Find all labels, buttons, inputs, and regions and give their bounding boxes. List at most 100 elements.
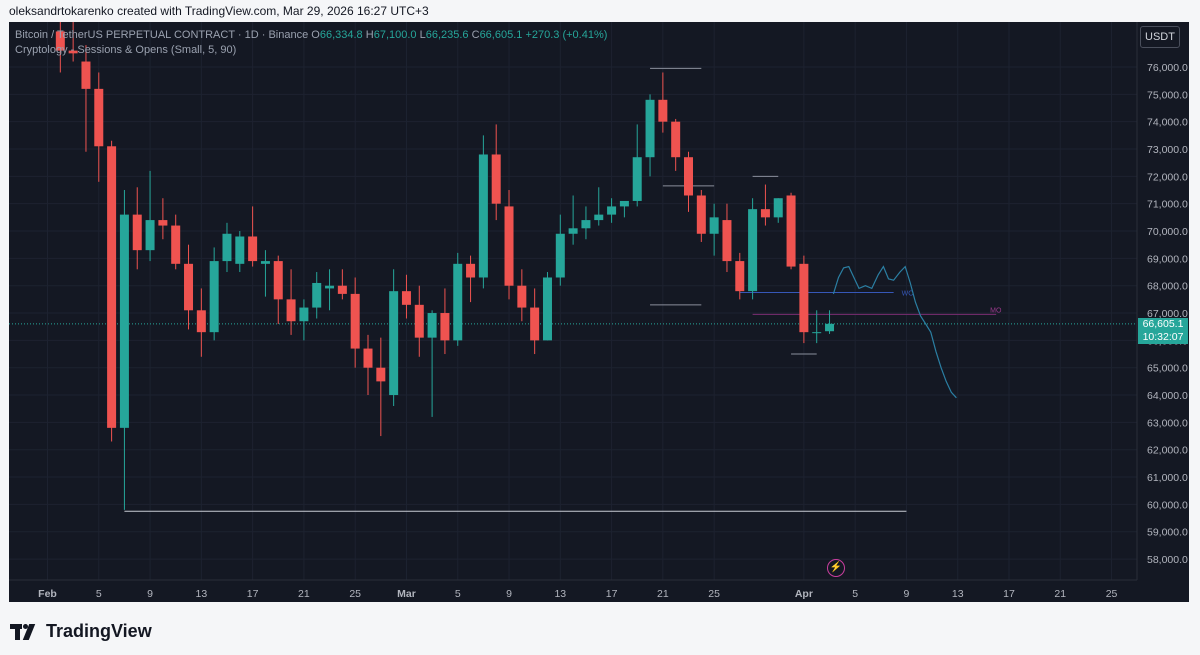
header-bar: oleksandrtokarenko created with TradingV… <box>0 0 1200 22</box>
candle-body <box>645 99 655 158</box>
price-tick-label: 76,000.0 <box>1147 62 1188 74</box>
change-value: +270.3 (+0.41%) <box>525 29 608 41</box>
candle-body <box>607 206 617 215</box>
candle-body <box>786 195 796 267</box>
time-tick-label: 9 <box>904 588 910 600</box>
tradingview-logo[interactable]: TradingView <box>10 621 152 642</box>
candle-body <box>325 285 335 289</box>
candle-body <box>260 261 270 264</box>
candle-body <box>594 214 604 221</box>
open-label: O <box>311 29 320 41</box>
candle-body <box>299 307 309 322</box>
last-price-tag: 66,605.1 10:32:07 <box>1138 317 1188 344</box>
candle-body <box>709 217 719 234</box>
candle-body <box>658 99 668 122</box>
currency-button[interactable]: USDT <box>1140 26 1180 48</box>
chart-panel[interactable]: WO MO 58,000.0 59,000.0 60,000.0 61,000.0 62,0… <box>9 22 1189 602</box>
candle-body <box>504 206 514 286</box>
low-value: 66,235.6 <box>425 29 469 41</box>
candle-body <box>389 291 399 396</box>
candle-body <box>414 304 424 338</box>
candle-body <box>337 285 347 294</box>
time-tick-label: 17 <box>606 588 618 600</box>
candle-body <box>555 233 565 278</box>
candle-body <box>184 263 194 311</box>
time-tick-label: 5 <box>852 588 858 600</box>
candle-body <box>517 285 527 308</box>
candle-body <box>55 31 65 51</box>
candle-body <box>235 236 245 264</box>
candle-body <box>107 146 117 428</box>
candle-body <box>273 261 283 300</box>
high-label: H <box>365 29 374 41</box>
time-tick-label: 9 <box>506 588 512 600</box>
projection-path <box>832 265 957 399</box>
time-tick-label: 17 <box>1003 588 1015 600</box>
price-tick-label: 60,000.0 <box>1147 499 1188 511</box>
candle-body <box>760 209 770 218</box>
candle-body <box>145 220 155 251</box>
candle-body <box>68 50 78 54</box>
time-tick-label: 5 <box>96 588 102 600</box>
price-tick-label: 72,000.0 <box>1147 171 1188 183</box>
candle-body <box>453 263 463 341</box>
monthly-open-label: MO <box>990 307 1002 314</box>
high-value: 67,100.0 <box>373 29 417 41</box>
time-tick-label: 25 <box>1106 588 1118 600</box>
candle-body <box>491 154 501 204</box>
price-chart[interactable]: WO MO 58,000.0 59,000.0 60,000.0 61,000.0 62,0… <box>9 22 1189 602</box>
close-value: 66,605.1 <box>479 29 523 41</box>
candle-body <box>350 293 360 349</box>
last-price-value: 66,605.1 <box>1142 317 1184 330</box>
low-label: L <box>419 29 426 41</box>
candle-body <box>401 291 411 305</box>
candle-body <box>696 195 706 234</box>
lightning-icon[interactable]: ⚡ <box>826 559 845 577</box>
time-tick-label: 13 <box>952 588 964 600</box>
candle-body <box>722 220 732 262</box>
price-tick-label: 62,000.0 <box>1147 445 1188 457</box>
author-credit: oleksandrtokarenko created with TradingV… <box>9 4 429 18</box>
candle-body <box>478 154 488 278</box>
tradingview-mark-icon <box>10 623 40 640</box>
candle-body <box>619 200 629 207</box>
candle-body <box>671 121 681 158</box>
time-tick-label: 17 <box>247 588 259 600</box>
price-tick-label: 67,000.0 <box>1147 308 1188 320</box>
time-tick-label: Mar <box>397 588 416 600</box>
candle-body <box>363 348 373 368</box>
candle-body <box>632 157 642 201</box>
symbol-title: Bitcoin / TetherUS PERPETUAL CONTRACT · … <box>15 29 309 41</box>
price-tick-label: 71,000.0 <box>1147 199 1188 211</box>
candle-body <box>542 277 552 341</box>
price-tick-label: 70,000.0 <box>1147 226 1188 238</box>
indicator-legend[interactable]: Cryptology - Sessions & Opens (Small, 5,… <box>15 44 237 56</box>
candle-body <box>748 209 758 292</box>
close-label: C <box>471 29 480 41</box>
time-tick-label: 25 <box>349 588 361 600</box>
time-tick-label: Apr <box>795 588 813 600</box>
candle-body <box>376 367 386 382</box>
symbol-legend: Bitcoin / TetherUS PERPETUAL CONTRACT · … <box>15 29 607 41</box>
candle-body <box>222 233 232 262</box>
time-tick-label: 13 <box>554 588 566 600</box>
price-tick-label: 59,000.0 <box>1147 527 1188 539</box>
candle-body <box>158 220 168 226</box>
candle-body <box>799 263 809 333</box>
time-tick-label: 21 <box>1054 588 1066 600</box>
candle-body <box>94 88 104 147</box>
weekly-open-label: WO <box>902 291 915 298</box>
candle-body <box>440 313 450 341</box>
footer-bar: TradingView <box>0 602 1200 655</box>
candle-body <box>684 157 693 196</box>
candle-body <box>812 332 822 334</box>
price-tick-label: 73,000.0 <box>1147 144 1188 156</box>
candle-body <box>466 263 476 278</box>
time-tick-label: 5 <box>455 588 461 600</box>
candle-body <box>171 225 181 264</box>
brand-name: TradingView <box>46 621 152 641</box>
candle-body <box>773 198 783 218</box>
price-tick-label: 58,000.0 <box>1147 554 1188 566</box>
price-tick-label: 64,000.0 <box>1147 390 1188 402</box>
price-tick-label: 65,000.0 <box>1147 363 1188 375</box>
